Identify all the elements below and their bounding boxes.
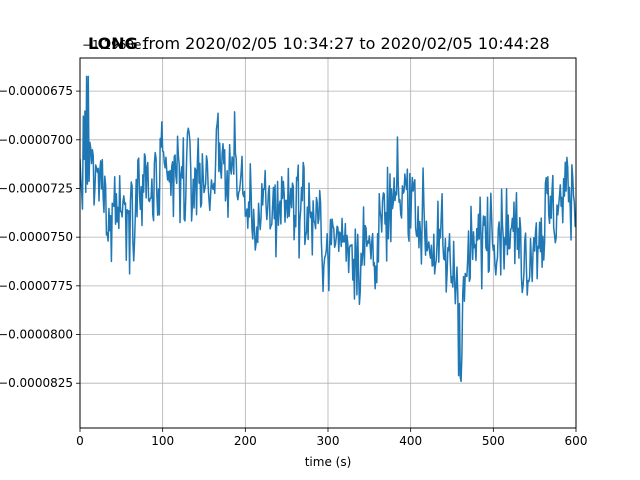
chart-title: LONG from 2020/02/05 10:34:27 to 2020/02…	[88, 34, 550, 53]
x-tick-label: 400	[399, 434, 422, 448]
y-tick-label: −0.0000800	[0, 328, 73, 342]
series-layer	[80, 75, 576, 383]
x-tick-label: 300	[317, 434, 340, 448]
chart-title-bold: LONG	[88, 34, 138, 53]
y-tick-label: −0.0000700	[0, 133, 73, 147]
x-tick-label: 600	[565, 434, 588, 448]
y-axis-offset-label: −1.1968e1	[82, 38, 150, 52]
y-tick-label: −0.0000825	[0, 376, 73, 390]
y-axis-ticks: −0.0000675 −0.0000700 −0.0000725 −0.0000750…	[0, 84, 80, 390]
x-tick-label: 200	[234, 434, 257, 448]
x-tick-label: 0	[76, 434, 84, 448]
x-tick-label: 500	[482, 434, 505, 448]
x-axis-label: time (s)	[304, 455, 352, 469]
y-tick-label: −0.0000675	[0, 84, 73, 98]
x-axis-ticks: 0 100 200 300 400 500 600	[76, 428, 587, 448]
y-tick-label: −0.0000725	[0, 181, 73, 195]
y-tick-label: −0.0000750	[0, 230, 73, 244]
y-tick-label: −0.0000775	[0, 279, 73, 293]
series-line	[80, 75, 576, 383]
x-tick-label: 100	[151, 434, 174, 448]
chart-title-rest: from 2020/02/05 10:34:27 to 2020/02/05 1…	[137, 34, 550, 53]
